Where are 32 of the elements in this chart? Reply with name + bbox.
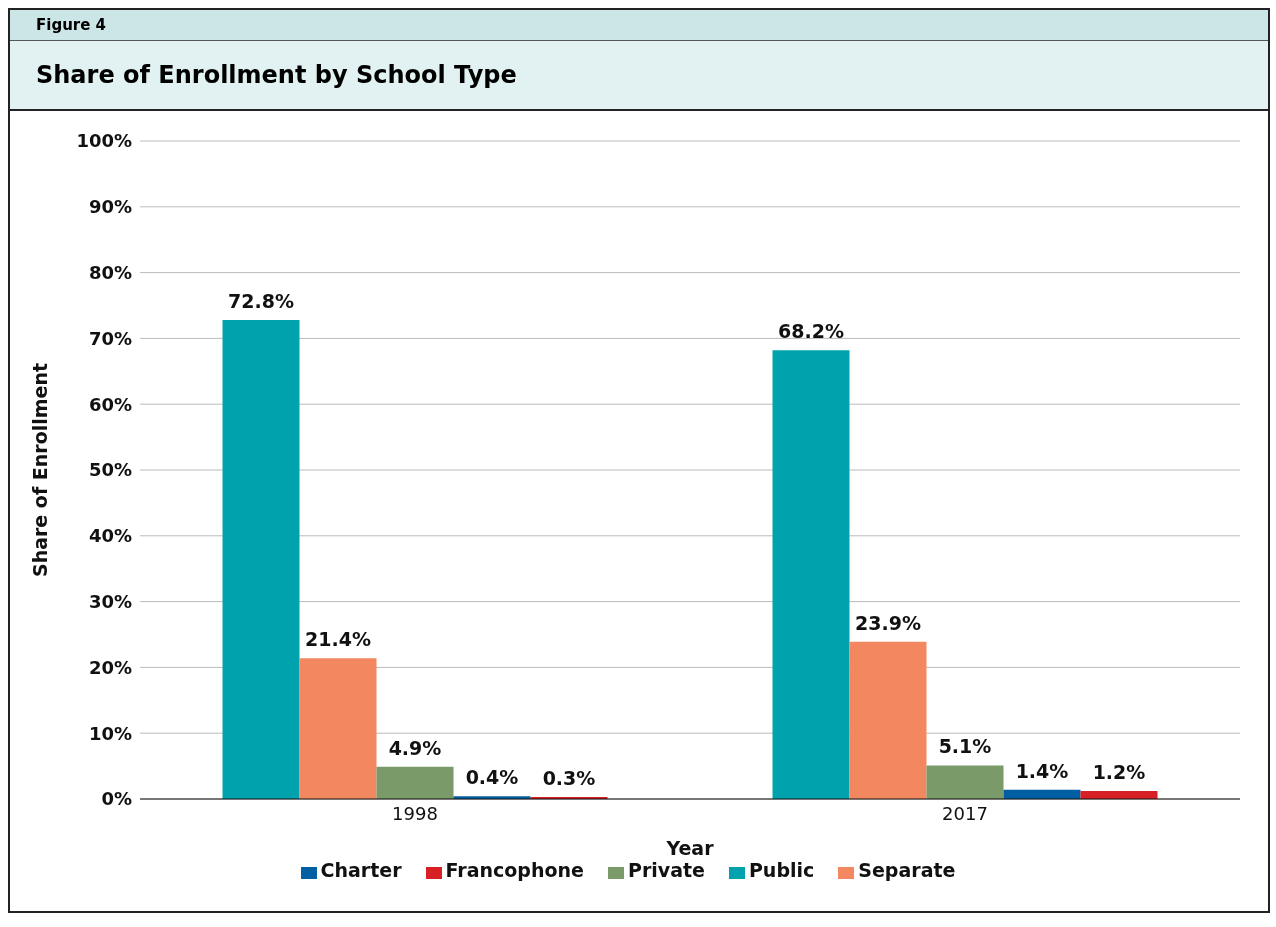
data-label: 21.4% [305,628,371,651]
x-axis-title: Year [665,837,715,859]
data-label: 5.1% [938,735,992,758]
y-tick-label: 100% [76,130,132,152]
data-label: 0.3% [542,767,596,790]
caption: Figure 4 [10,10,1268,41]
y-tick-label: 60% [88,393,132,415]
data-label: 4.9% [388,736,442,759]
y-tick-label: 20% [88,656,132,678]
x-tick-label: 2017 [942,802,988,824]
legend-label: Separate [858,859,956,881]
legend-label: Francophone [445,859,584,881]
legend-label: Private [627,859,705,881]
y-axis-title: Share of Enrollment [28,362,51,578]
legend-label: Charter [320,859,402,881]
y-tick-label: 90% [88,196,132,218]
y-tick-label: 0% [101,788,132,810]
y-tick-label: 40% [88,525,132,547]
legend-label: Public [748,859,815,881]
data-label: 0.4% [465,766,519,789]
y-tick-label: 50% [88,459,132,481]
y-tick-label: 10% [88,722,132,744]
data-label: 1.4% [1015,759,1069,782]
data-label: 68.2% [778,320,844,343]
y-tick-label: 30% [88,590,132,612]
y-tick-label: 80% [88,261,132,283]
chart-title: Share of Enrollment by School Type [10,41,1268,111]
x-tick-label: 1998 [392,802,438,824]
data-label: 23.9% [855,611,921,634]
data-label: 72.8% [228,289,294,312]
data-label: 1.2% [1092,761,1146,784]
y-tick-label: 70% [88,327,132,349]
